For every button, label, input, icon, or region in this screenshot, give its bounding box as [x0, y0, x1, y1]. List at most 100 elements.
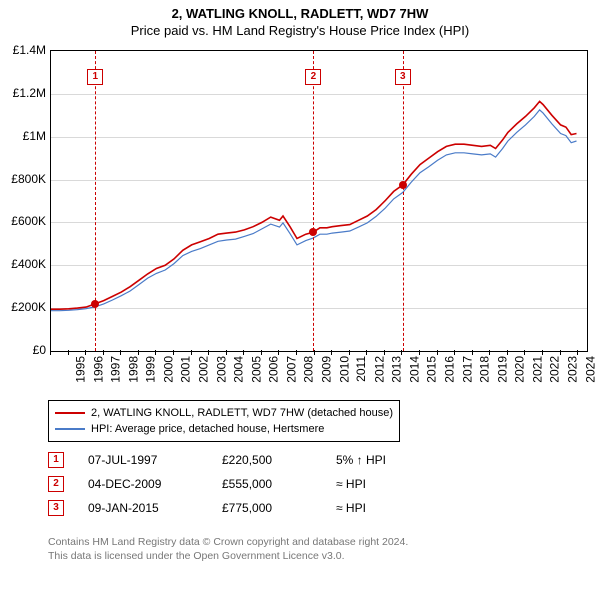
x-axis-label: 2011	[354, 356, 368, 382]
x-tick	[419, 350, 420, 355]
x-tick	[349, 350, 350, 355]
legend-swatch	[55, 412, 85, 414]
y-axis-label: £1.4M	[2, 43, 46, 57]
x-tick	[208, 350, 209, 355]
event-table-row: 204-DEC-2009£555,000≈ HPI	[48, 472, 386, 496]
title-line-1: 2, WATLING KNOLL, RADLETT, WD7 7HW	[0, 6, 600, 21]
event-table-marker: 1	[48, 452, 64, 468]
y-axis-label: £1.2M	[2, 86, 46, 100]
event-marker-box: 3	[395, 69, 411, 85]
legend: 2, WATLING KNOLL, RADLETT, WD7 7HW (deta…	[48, 400, 400, 442]
x-tick	[155, 350, 156, 355]
legend-swatch	[55, 428, 85, 430]
x-axis-label: 2009	[320, 356, 334, 383]
x-tick	[85, 350, 86, 355]
x-tick	[173, 350, 174, 355]
event-dot	[399, 181, 407, 189]
x-axis-label: 2007	[285, 356, 299, 383]
x-tick	[437, 350, 438, 355]
x-axis-label: 2001	[179, 356, 193, 383]
x-axis-label: 2016	[443, 356, 457, 383]
x-tick	[542, 350, 543, 355]
event-dot	[309, 228, 317, 236]
x-tick	[226, 350, 227, 355]
legend-label: 2, WATLING KNOLL, RADLETT, WD7 7HW (deta…	[91, 407, 393, 419]
footer-line-2: This data is licensed under the Open Gov…	[48, 549, 408, 563]
x-axis-label: 2008	[302, 356, 316, 383]
title-block: 2, WATLING KNOLL, RADLETT, WD7 7HW Price…	[0, 0, 600, 38]
x-tick	[472, 350, 473, 355]
x-axis-label: 2020	[513, 356, 527, 383]
x-axis-label: 2018	[478, 356, 492, 383]
event-table-marker: 2	[48, 476, 64, 492]
x-tick	[560, 350, 561, 355]
x-tick	[296, 350, 297, 355]
chart-plot-area: 123	[50, 50, 588, 352]
y-axis-label: £800K	[2, 172, 46, 186]
x-tick	[401, 350, 402, 355]
x-tick	[278, 350, 279, 355]
event-table-note: 5% ↑ HPI	[336, 453, 386, 467]
x-tick	[489, 350, 490, 355]
series-svg	[51, 51, 587, 351]
x-axis-label: 1998	[126, 356, 140, 383]
title-line-2: Price paid vs. HM Land Registry's House …	[0, 23, 600, 38]
x-tick	[261, 350, 262, 355]
x-axis-label: 2017	[460, 356, 474, 383]
event-table-row: 3 09-JAN-2015 £775,000 ≈ HPI	[48, 496, 386, 520]
x-axis-label: 2006	[267, 356, 281, 383]
x-tick	[68, 350, 69, 355]
x-tick	[120, 350, 121, 355]
event-table-date: 09-JAN-2015	[88, 501, 198, 515]
x-tick	[454, 350, 455, 355]
x-axis-label: 2022	[548, 356, 562, 383]
x-tick	[384, 350, 385, 355]
x-tick	[314, 350, 315, 355]
y-axis-label: £1M	[2, 129, 46, 143]
x-axis-label: 2013	[390, 356, 404, 383]
x-axis-label: 2004	[232, 356, 246, 383]
event-marker-line	[403, 51, 404, 351]
event-table-note: ≈ HPI	[336, 501, 366, 515]
legend-item: HPI: Average price, detached house, Hert…	[55, 421, 393, 437]
x-tick	[366, 350, 367, 355]
event-dot	[91, 300, 99, 308]
x-axis-label: 2002	[197, 356, 211, 383]
x-axis-label: 2010	[337, 356, 351, 383]
y-axis-label: £200K	[2, 300, 46, 314]
x-axis-label: 2021	[531, 356, 545, 383]
x-axis-label: 1999	[144, 356, 158, 383]
x-tick	[50, 350, 51, 355]
chart-container: { "title_line1": "2, WATLING KNOLL, RADL…	[0, 0, 600, 590]
x-tick	[507, 350, 508, 355]
event-table-price: £220,500	[222, 453, 312, 467]
event-table-price: £775,000	[222, 501, 312, 515]
event-table-marker: 3	[48, 500, 64, 516]
x-tick	[577, 350, 578, 355]
x-axis-label: 1997	[109, 356, 123, 383]
x-tick	[524, 350, 525, 355]
x-axis-label: 2005	[249, 356, 263, 383]
x-tick	[103, 350, 104, 355]
x-axis-label: 2023	[566, 356, 580, 383]
x-axis-label: 2019	[495, 356, 509, 383]
x-axis-label: 2012	[372, 356, 386, 383]
event-table-note: ≈ HPI	[336, 477, 366, 491]
x-axis-label: 1995	[74, 356, 88, 383]
footer-line-1: Contains HM Land Registry data © Crown c…	[48, 535, 408, 549]
y-axis-label: £400K	[2, 257, 46, 271]
x-tick	[243, 350, 244, 355]
events-table: 1 07-JUL-1997 £220,500 5% ↑ HPI 2 04-DEC-2009…	[48, 448, 386, 520]
y-axis-label: £600K	[2, 214, 46, 228]
footer-attribution: Contains HM Land Registry data © Crown c…	[48, 535, 408, 563]
event-marker-line	[313, 51, 314, 351]
event-table-date: 04-DEC-2009	[88, 477, 198, 491]
event-table-date: 07-JUL-1997	[88, 453, 198, 467]
event-table-row: 1 07-JUL-1997 £220,500 5% ↑ HPI	[48, 448, 386, 472]
event-marker-box: 2	[305, 69, 321, 85]
x-tick	[138, 350, 139, 355]
x-axis-label: 2000	[162, 356, 176, 383]
x-axis-label: 2024	[583, 356, 597, 383]
x-axis-label: 2015	[425, 356, 439, 383]
x-tick	[331, 350, 332, 355]
